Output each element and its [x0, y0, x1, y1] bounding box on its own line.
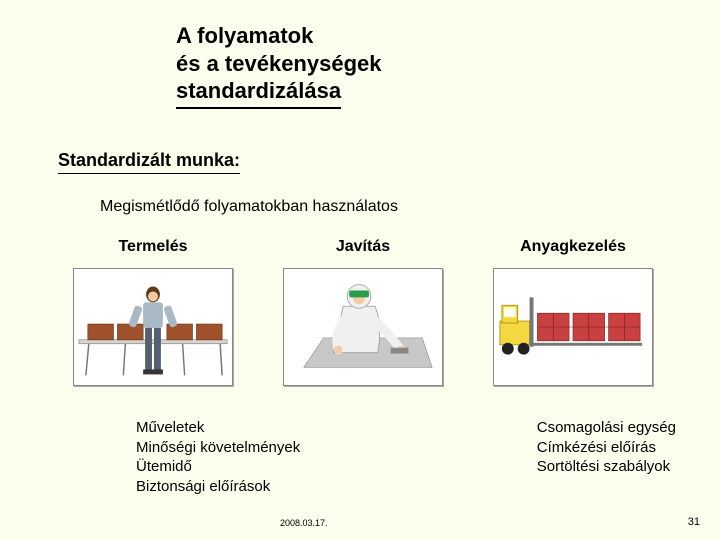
slide-title: A folyamatok és a tevékenységek standard… [176, 22, 382, 109]
list-item: Műveletek [136, 418, 300, 438]
forklift-icon [494, 287, 652, 367]
list-item: Csomagolási egység [537, 418, 676, 438]
columns-row: Termelés [58, 238, 668, 386]
title-line-3: standardizálása [176, 77, 341, 109]
description: Megismétlődő folyamatokban használatos [100, 198, 398, 216]
production-worker-icon [74, 268, 232, 386]
column-production: Termelés [58, 238, 248, 386]
column-repair: Javítás [268, 238, 458, 386]
list-item: Minőségi követelmények [136, 438, 300, 458]
illustration-frame [493, 268, 653, 386]
footer-page: 31 [688, 516, 700, 528]
bottom-lists: Műveletek Minőségi követelmények Ütemidő… [136, 418, 676, 496]
left-list: Műveletek Minőségi követelmények Ütemidő… [136, 418, 300, 496]
column-material-handling: Anyagkezelés [478, 238, 668, 386]
right-list: Csomagolási egység Címkézési előírás Sor… [537, 418, 676, 496]
repair-worker-icon [284, 268, 442, 386]
illustration-frame [283, 268, 443, 386]
footer-date: 2008.03.17. [280, 518, 328, 528]
subtitle: Standardizált munka: [58, 150, 240, 174]
list-item: Sortöltési szabályok [537, 457, 676, 477]
column-heading: Javítás [336, 238, 390, 256]
column-heading: Anyagkezelés [520, 238, 626, 256]
list-item: Címkézési előírás [537, 438, 676, 458]
title-line-2: és a tevékenységek [176, 51, 382, 76]
title-line-1: A folyamatok [176, 23, 313, 48]
illustration-frame [73, 268, 233, 386]
column-heading: Termelés [118, 238, 187, 256]
list-item: Ütemidő [136, 457, 300, 477]
list-item: Biztonsági előírások [136, 477, 300, 497]
